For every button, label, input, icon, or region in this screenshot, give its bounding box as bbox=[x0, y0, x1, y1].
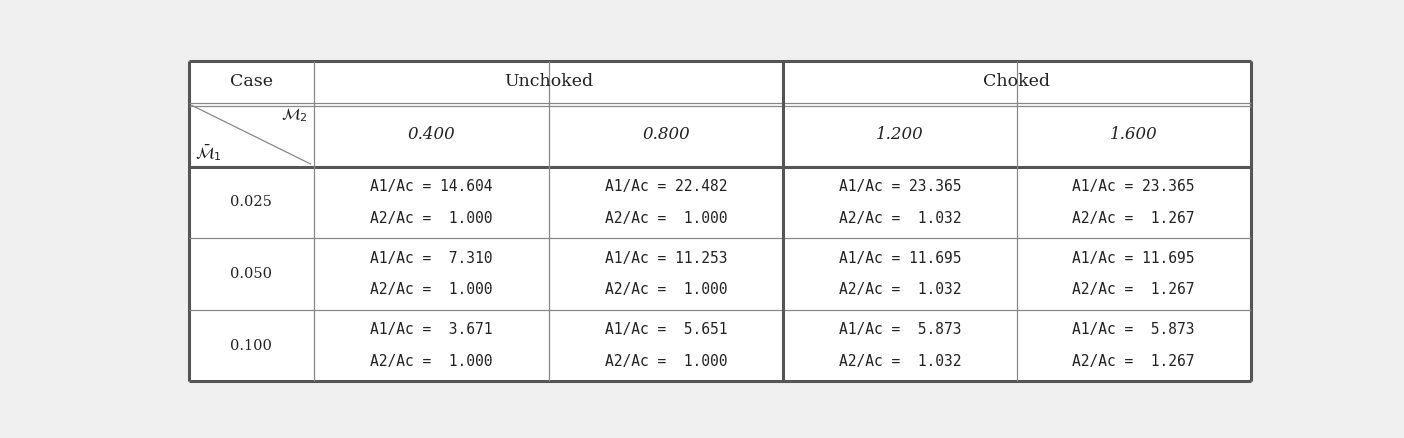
Text: A1/Ac =  5.873: A1/Ac = 5.873 bbox=[1073, 322, 1195, 337]
Text: A2/Ac =  1.267: A2/Ac = 1.267 bbox=[1073, 211, 1195, 226]
Bar bbox=[549, 102, 783, 167]
Text: A1/Ac =  5.651: A1/Ac = 5.651 bbox=[605, 322, 727, 337]
Text: $\mathcal{M}_2$: $\mathcal{M}_2$ bbox=[281, 106, 307, 124]
Text: A1/Ac = 11.695: A1/Ac = 11.695 bbox=[1073, 251, 1195, 266]
Text: 1.600: 1.600 bbox=[1109, 126, 1158, 143]
Text: A2/Ac =  1.267: A2/Ac = 1.267 bbox=[1073, 282, 1195, 297]
Text: A2/Ac =  1.032: A2/Ac = 1.032 bbox=[838, 211, 962, 226]
Bar bbox=[549, 167, 783, 238]
Text: A1/Ac =  5.873: A1/Ac = 5.873 bbox=[838, 322, 962, 337]
Text: A2/Ac =  1.000: A2/Ac = 1.000 bbox=[371, 282, 493, 297]
Bar bbox=[1016, 238, 1251, 310]
Text: A1/Ac = 22.482: A1/Ac = 22.482 bbox=[605, 179, 727, 194]
Text: 0.025: 0.025 bbox=[230, 195, 272, 209]
Bar bbox=[549, 238, 783, 310]
Text: A1/Ac = 14.604: A1/Ac = 14.604 bbox=[371, 179, 493, 194]
Bar bbox=[188, 310, 314, 381]
Text: A2/Ac =  1.000: A2/Ac = 1.000 bbox=[605, 211, 727, 226]
Bar bbox=[783, 61, 1016, 102]
Text: A2/Ac =  1.267: A2/Ac = 1.267 bbox=[1073, 354, 1195, 369]
Text: Case: Case bbox=[230, 73, 272, 90]
Bar bbox=[188, 102, 314, 167]
Text: A1/Ac = 23.365: A1/Ac = 23.365 bbox=[838, 179, 962, 194]
Text: A2/Ac =  1.000: A2/Ac = 1.000 bbox=[371, 211, 493, 226]
Bar bbox=[783, 167, 1016, 238]
Bar bbox=[783, 238, 1016, 310]
Bar bbox=[188, 61, 314, 102]
Text: A2/Ac =  1.000: A2/Ac = 1.000 bbox=[605, 282, 727, 297]
Bar bbox=[1016, 102, 1251, 167]
Bar bbox=[314, 167, 549, 238]
Text: 0.400: 0.400 bbox=[407, 126, 455, 143]
Text: 0.800: 0.800 bbox=[642, 126, 689, 143]
Text: Choked: Choked bbox=[983, 73, 1050, 90]
Bar bbox=[1016, 61, 1251, 102]
Text: A1/Ac = 11.695: A1/Ac = 11.695 bbox=[838, 251, 962, 266]
Bar bbox=[314, 238, 549, 310]
Text: A1/Ac = 11.253: A1/Ac = 11.253 bbox=[605, 251, 727, 266]
Text: A2/Ac =  1.000: A2/Ac = 1.000 bbox=[605, 354, 727, 369]
Text: A2/Ac =  1.032: A2/Ac = 1.032 bbox=[838, 282, 962, 297]
Text: 0.050: 0.050 bbox=[230, 267, 272, 281]
Bar bbox=[549, 310, 783, 381]
Bar bbox=[1016, 310, 1251, 381]
Text: A1/Ac = 23.365: A1/Ac = 23.365 bbox=[1073, 179, 1195, 194]
Bar bbox=[549, 61, 783, 102]
Bar bbox=[314, 310, 549, 381]
Text: Unchoked: Unchoked bbox=[504, 73, 592, 90]
Bar bbox=[188, 167, 314, 238]
Text: A2/Ac =  1.032: A2/Ac = 1.032 bbox=[838, 354, 962, 369]
Text: $\bar{\mathcal{M}}_1$: $\bar{\mathcal{M}}_1$ bbox=[195, 142, 222, 163]
Text: A1/Ac =  3.671: A1/Ac = 3.671 bbox=[371, 322, 493, 337]
Text: 1.200: 1.200 bbox=[876, 126, 924, 143]
Bar bbox=[314, 102, 549, 167]
Bar bbox=[188, 238, 314, 310]
Bar bbox=[314, 61, 549, 102]
Text: A2/Ac =  1.000: A2/Ac = 1.000 bbox=[371, 354, 493, 369]
Text: A1/Ac =  7.310: A1/Ac = 7.310 bbox=[371, 251, 493, 266]
Bar bbox=[783, 102, 1016, 167]
Bar bbox=[1016, 167, 1251, 238]
Text: 0.100: 0.100 bbox=[230, 339, 272, 353]
Bar bbox=[783, 310, 1016, 381]
